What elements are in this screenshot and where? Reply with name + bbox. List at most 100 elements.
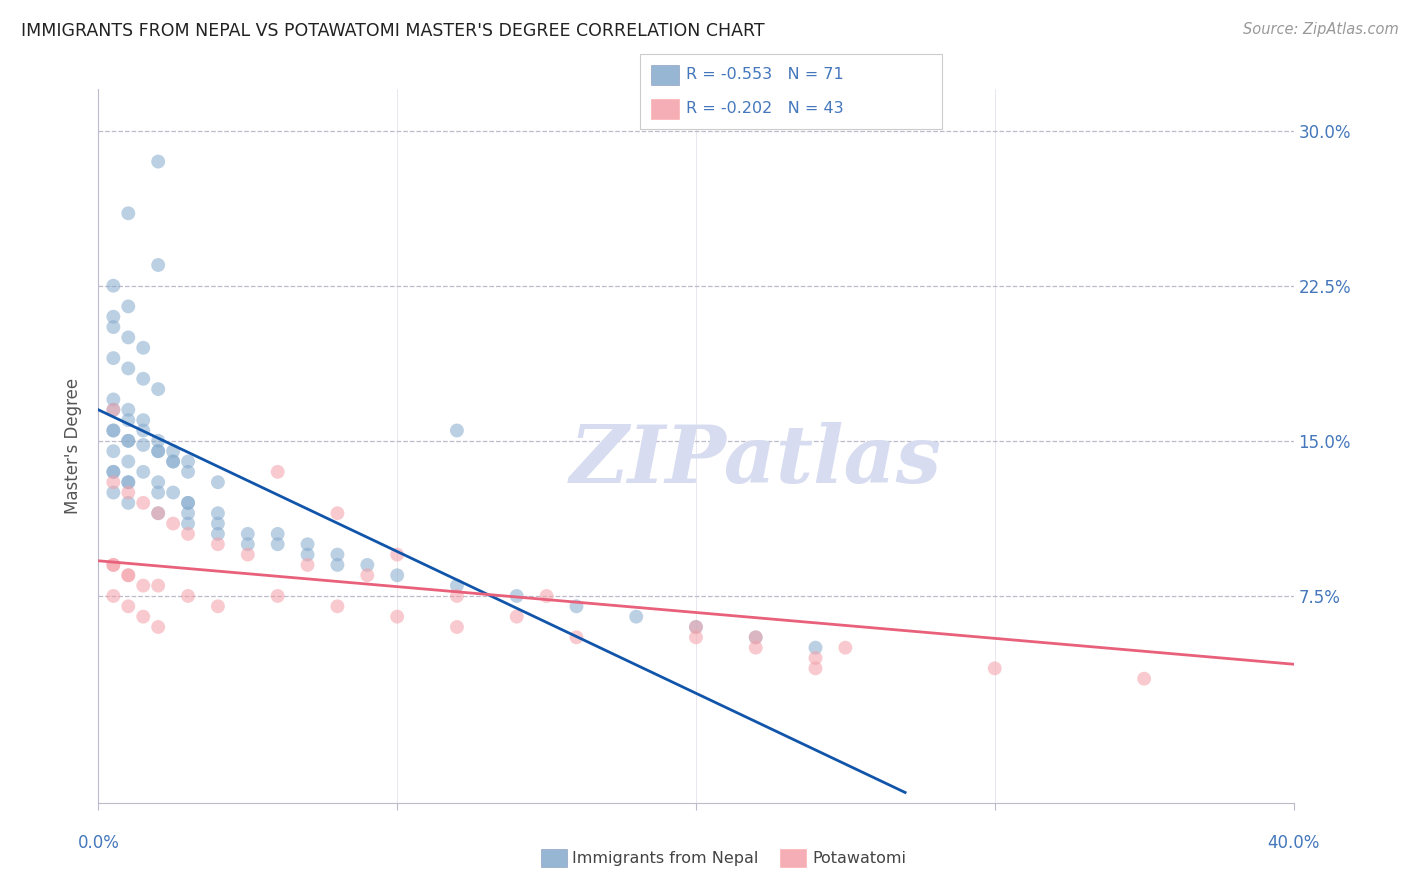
Point [117,434,139,448]
Point [745,630,768,644]
Point [326,506,349,520]
Point [446,579,468,593]
Point [297,548,319,562]
Point [148,475,170,490]
Point [745,630,768,644]
Point [103,589,125,603]
Text: 0.0%: 0.0% [77,834,120,852]
Point [804,640,827,655]
Point [626,609,648,624]
Point [132,372,155,386]
Point [132,609,155,624]
Text: R = -0.202   N = 43: R = -0.202 N = 43 [686,102,844,116]
Point [506,589,529,603]
Point [297,537,319,551]
Point [103,475,125,490]
Text: Source: ZipAtlas.com: Source: ZipAtlas.com [1243,22,1399,37]
Point [162,454,184,468]
Point [132,424,155,438]
Point [177,465,200,479]
Point [326,599,349,614]
Point [177,506,200,520]
Point [117,299,139,313]
Point [148,444,170,458]
Point [103,465,125,479]
Point [103,402,125,417]
Point [207,527,229,541]
Point [177,454,200,468]
Point [565,599,588,614]
Point [148,258,170,272]
Point [177,589,200,603]
Point [117,485,139,500]
Point [267,465,290,479]
Point [297,558,319,572]
Point [207,506,229,520]
Point [385,568,409,582]
Point [356,568,378,582]
Point [148,382,170,396]
Point [267,537,290,551]
Point [132,496,155,510]
Point [103,424,125,438]
Point [326,558,349,572]
Point [385,609,409,624]
Point [132,465,155,479]
Point [103,278,125,293]
Point [117,330,139,344]
Point [685,630,707,644]
Point [117,568,139,582]
Point [117,454,139,468]
Point [148,154,170,169]
Point [117,413,139,427]
Point [132,438,155,452]
Point [117,206,139,220]
Point [162,516,184,531]
Point [117,475,139,490]
Point [236,527,259,541]
Point [103,558,125,572]
Point [207,537,229,551]
Point [103,402,125,417]
Point [177,516,200,531]
Point [236,537,259,551]
Point [804,651,827,665]
Point [385,548,409,562]
Point [103,558,125,572]
Point [132,579,155,593]
Point [446,589,468,603]
Point [117,361,139,376]
Point [103,444,125,458]
Point [103,465,125,479]
Point [103,392,125,407]
Point [506,609,529,624]
Point [177,496,200,510]
Point [565,630,588,644]
Point [103,485,125,500]
Point [117,599,139,614]
Point [117,496,139,510]
Point [984,661,1007,675]
Point [162,485,184,500]
Point [177,496,200,510]
Point [148,620,170,634]
Text: ZIPatlas: ZIPatlas [569,422,942,499]
Point [148,434,170,448]
Point [207,475,229,490]
Point [148,485,170,500]
Point [177,527,200,541]
Point [103,424,125,438]
Text: IMMIGRANTS FROM NEPAL VS POTAWATOMI MASTER'S DEGREE CORRELATION CHART: IMMIGRANTS FROM NEPAL VS POTAWATOMI MAST… [21,22,765,40]
Point [162,444,184,458]
Point [117,402,139,417]
Point [103,310,125,324]
Y-axis label: Master's Degree: Master's Degree [65,378,83,514]
Point [117,568,139,582]
Point [356,558,378,572]
Point [117,434,139,448]
Point [148,444,170,458]
Point [207,599,229,614]
Point [236,548,259,562]
Point [804,661,827,675]
Point [834,640,856,655]
